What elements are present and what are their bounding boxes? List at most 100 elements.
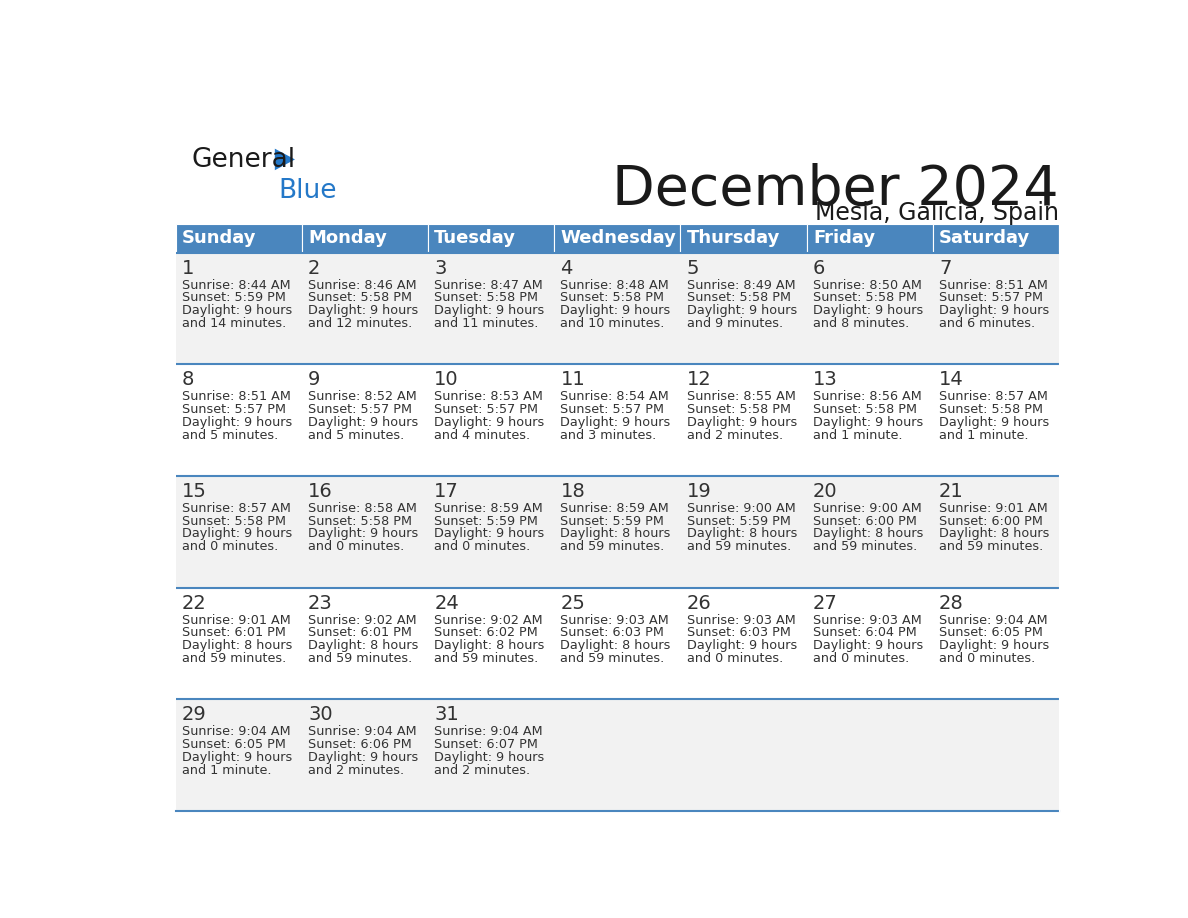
Text: 11: 11 xyxy=(561,371,586,389)
Bar xyxy=(176,252,302,364)
Text: 17: 17 xyxy=(435,482,459,501)
Text: Sunset: 5:58 PM: Sunset: 5:58 PM xyxy=(687,292,791,305)
Text: and 14 minutes.: and 14 minutes. xyxy=(182,317,286,330)
Bar xyxy=(428,364,555,476)
Text: Sunrise: 9:04 AM: Sunrise: 9:04 AM xyxy=(435,725,543,738)
Text: and 59 minutes.: and 59 minutes. xyxy=(813,540,917,554)
Bar xyxy=(933,364,1060,476)
Bar xyxy=(176,700,302,811)
Text: Daylight: 8 hours: Daylight: 8 hours xyxy=(182,639,292,652)
Text: Sunset: 6:06 PM: Sunset: 6:06 PM xyxy=(308,738,412,751)
Text: Sunrise: 9:02 AM: Sunrise: 9:02 AM xyxy=(308,614,417,627)
Text: Sunrise: 8:52 AM: Sunrise: 8:52 AM xyxy=(308,390,417,403)
Text: and 5 minutes.: and 5 minutes. xyxy=(308,429,404,442)
Text: Sunset: 5:57 PM: Sunset: 5:57 PM xyxy=(308,403,412,416)
Text: Sunrise: 8:47 AM: Sunrise: 8:47 AM xyxy=(435,279,543,292)
Text: 26: 26 xyxy=(687,594,712,612)
Text: Daylight: 9 hours: Daylight: 9 hours xyxy=(687,304,797,318)
Text: December 2024: December 2024 xyxy=(613,162,1060,217)
Bar xyxy=(302,364,428,476)
Text: Sunset: 5:58 PM: Sunset: 5:58 PM xyxy=(308,292,412,305)
Text: Sunset: 6:07 PM: Sunset: 6:07 PM xyxy=(435,738,538,751)
Text: and 59 minutes.: and 59 minutes. xyxy=(435,652,538,665)
Text: Daylight: 9 hours: Daylight: 9 hours xyxy=(182,751,292,764)
Text: Friday: Friday xyxy=(813,230,876,247)
Text: Sunrise: 8:50 AM: Sunrise: 8:50 AM xyxy=(813,279,922,292)
Bar xyxy=(428,224,555,252)
Text: Daylight: 9 hours: Daylight: 9 hours xyxy=(308,304,418,318)
Text: Sunset: 5:58 PM: Sunset: 5:58 PM xyxy=(182,515,286,528)
Bar xyxy=(428,476,555,588)
Bar xyxy=(302,700,428,811)
Text: and 0 minutes.: and 0 minutes. xyxy=(687,652,783,665)
Text: and 2 minutes.: and 2 minutes. xyxy=(687,429,783,442)
Text: Sunset: 5:58 PM: Sunset: 5:58 PM xyxy=(308,515,412,528)
Text: Sunset: 5:58 PM: Sunset: 5:58 PM xyxy=(687,403,791,416)
Text: 19: 19 xyxy=(687,482,712,501)
Bar xyxy=(681,588,807,700)
Text: Sunset: 5:59 PM: Sunset: 5:59 PM xyxy=(182,292,285,305)
Text: Sunrise: 8:49 AM: Sunrise: 8:49 AM xyxy=(687,279,795,292)
Text: Thursday: Thursday xyxy=(687,230,781,247)
Text: Sunrise: 8:46 AM: Sunrise: 8:46 AM xyxy=(308,279,417,292)
Bar xyxy=(428,252,555,364)
Text: Sunset: 5:57 PM: Sunset: 5:57 PM xyxy=(182,403,286,416)
Text: Sunrise: 9:04 AM: Sunrise: 9:04 AM xyxy=(939,614,1048,627)
Text: Sunset: 5:58 PM: Sunset: 5:58 PM xyxy=(435,292,538,305)
Text: and 11 minutes.: and 11 minutes. xyxy=(435,317,538,330)
Bar xyxy=(428,700,555,811)
Text: Daylight: 9 hours: Daylight: 9 hours xyxy=(182,416,292,429)
Text: Daylight: 9 hours: Daylight: 9 hours xyxy=(561,416,671,429)
Text: Sunrise: 8:56 AM: Sunrise: 8:56 AM xyxy=(813,390,922,403)
Text: and 12 minutes.: and 12 minutes. xyxy=(308,317,412,330)
Text: Sunrise: 8:44 AM: Sunrise: 8:44 AM xyxy=(182,279,290,292)
Text: 9: 9 xyxy=(308,371,321,389)
Text: Daylight: 9 hours: Daylight: 9 hours xyxy=(435,528,544,541)
Text: and 3 minutes.: and 3 minutes. xyxy=(561,429,657,442)
Bar xyxy=(933,476,1060,588)
Text: General: General xyxy=(191,147,296,174)
Text: Daylight: 9 hours: Daylight: 9 hours xyxy=(939,416,1049,429)
Text: 13: 13 xyxy=(813,371,838,389)
Text: Sunrise: 9:03 AM: Sunrise: 9:03 AM xyxy=(813,614,922,627)
Bar xyxy=(302,476,428,588)
Text: Sunrise: 8:48 AM: Sunrise: 8:48 AM xyxy=(561,279,669,292)
Text: 2: 2 xyxy=(308,259,321,278)
Text: and 9 minutes.: and 9 minutes. xyxy=(687,317,783,330)
Text: Sunrise: 8:51 AM: Sunrise: 8:51 AM xyxy=(182,390,291,403)
Text: 15: 15 xyxy=(182,482,207,501)
Text: Sunset: 6:00 PM: Sunset: 6:00 PM xyxy=(939,515,1043,528)
Text: 5: 5 xyxy=(687,259,700,278)
Text: and 8 minutes.: and 8 minutes. xyxy=(813,317,909,330)
Bar xyxy=(807,700,933,811)
Bar xyxy=(933,588,1060,700)
Text: Wednesday: Wednesday xyxy=(561,230,676,247)
Bar xyxy=(681,224,807,252)
Text: 6: 6 xyxy=(813,259,826,278)
Text: Sunset: 6:01 PM: Sunset: 6:01 PM xyxy=(182,626,285,640)
Text: Daylight: 8 hours: Daylight: 8 hours xyxy=(687,528,797,541)
Text: and 59 minutes.: and 59 minutes. xyxy=(561,652,665,665)
Text: Daylight: 9 hours: Daylight: 9 hours xyxy=(561,304,671,318)
Text: Sunset: 5:59 PM: Sunset: 5:59 PM xyxy=(435,515,538,528)
Bar xyxy=(807,476,933,588)
Text: Sunset: 5:58 PM: Sunset: 5:58 PM xyxy=(813,403,917,416)
Text: Daylight: 9 hours: Daylight: 9 hours xyxy=(813,416,923,429)
Text: and 1 minute.: and 1 minute. xyxy=(813,429,903,442)
Text: Daylight: 9 hours: Daylight: 9 hours xyxy=(939,639,1049,652)
Bar xyxy=(807,364,933,476)
Text: Mesia, Galicia, Spain: Mesia, Galicia, Spain xyxy=(815,201,1060,225)
Text: 21: 21 xyxy=(939,482,963,501)
Text: 29: 29 xyxy=(182,705,207,724)
Text: Sunrise: 8:58 AM: Sunrise: 8:58 AM xyxy=(308,502,417,515)
Text: Daylight: 9 hours: Daylight: 9 hours xyxy=(308,528,418,541)
Bar xyxy=(176,364,302,476)
Text: Sunrise: 8:51 AM: Sunrise: 8:51 AM xyxy=(939,279,1048,292)
Text: and 6 minutes.: and 6 minutes. xyxy=(939,317,1035,330)
Text: 16: 16 xyxy=(308,482,333,501)
Text: and 5 minutes.: and 5 minutes. xyxy=(182,429,278,442)
Text: Sunrise: 9:03 AM: Sunrise: 9:03 AM xyxy=(687,614,796,627)
Text: and 0 minutes.: and 0 minutes. xyxy=(308,540,404,554)
Bar xyxy=(681,476,807,588)
Text: Sunrise: 9:04 AM: Sunrise: 9:04 AM xyxy=(182,725,290,738)
